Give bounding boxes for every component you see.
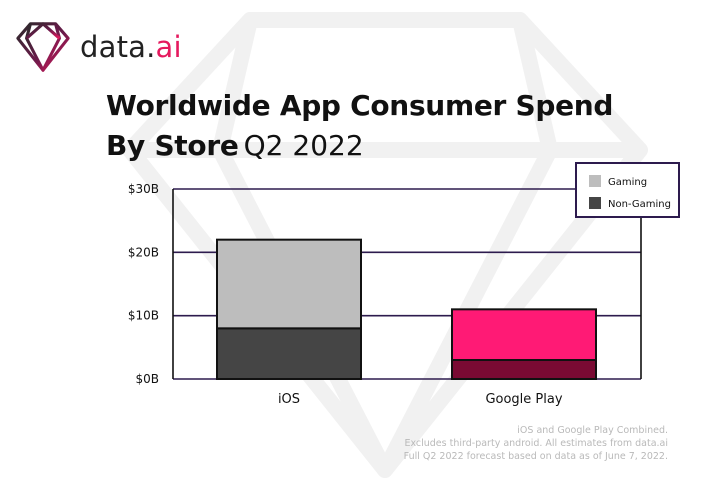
y-tick-label: $0B	[135, 372, 159, 386]
y-tick-label: $30B	[128, 182, 159, 196]
footnote-line-1: iOS and Google Play Combined.	[517, 425, 668, 436]
footnote: iOS and Google Play Combined. Excludes t…	[404, 424, 668, 463]
title-by-store: By Store	[106, 129, 239, 162]
title-line-1: Worldwide App Consumer Spend	[106, 89, 614, 122]
footnote-line-2: Excludes third-party android. All estima…	[404, 438, 668, 449]
bar-gaming-google-play	[451, 308, 597, 362]
brand-name: data.ai	[80, 30, 182, 64]
y-tick-label: $20B	[128, 245, 159, 259]
y-tick-label: $10B	[128, 309, 159, 323]
legend-label: Non-Gaming	[608, 199, 671, 210]
chart-title: Worldwide App Consumer Spend By Store Q2…	[106, 86, 613, 170]
bar-non-gaming-ios	[216, 327, 362, 381]
brand-logo: data.ai	[14, 18, 182, 76]
legend-label: Gaming	[608, 177, 647, 188]
bar-gaming-ios	[216, 238, 362, 330]
footnote-line-3: Full Q2 2022 forecast based on data as o…	[403, 451, 668, 462]
x-tick-label: iOS	[278, 392, 300, 407]
legend-swatch	[589, 175, 601, 187]
bar-non-gaming-google-play	[451, 359, 597, 380]
title-line-2: By Store Q2 2022	[106, 126, 613, 170]
diamond-logo-icon	[16, 22, 70, 72]
legend-swatch	[589, 197, 601, 209]
title-period: Q2 2022	[243, 129, 364, 162]
x-tick-label: Google Play	[485, 392, 562, 407]
